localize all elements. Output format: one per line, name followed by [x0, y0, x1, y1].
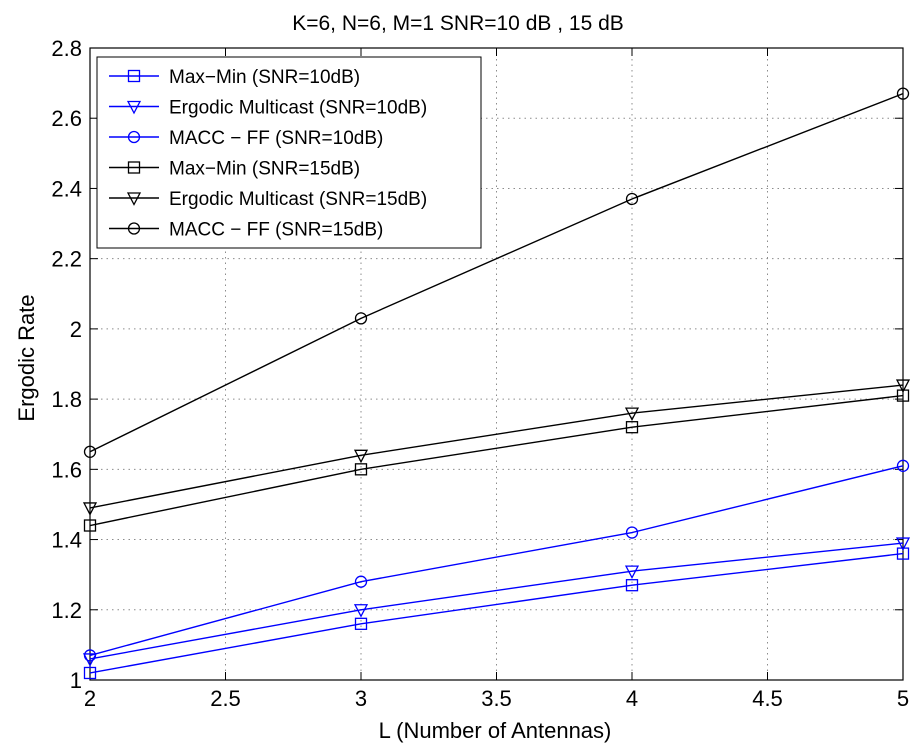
data-point — [625, 579, 639, 592]
series-5 — [82, 379, 911, 516]
data-point — [896, 547, 910, 560]
data-point — [625, 526, 639, 539]
data-point — [624, 407, 640, 422]
series-line — [89, 465, 904, 657]
legend-label: Ergodic Multicast (SNR=10dB) — [169, 98, 427, 119]
legend-marker — [127, 222, 141, 235]
y-tick-label: 2.8 — [51, 36, 82, 61]
data-point — [82, 502, 98, 516]
series-line — [89, 384, 904, 509]
chart-title: K=6, N=6, M=1 SNR=10 dB , 15 dB — [292, 12, 624, 35]
legend-label: MACC − FF (SNR=15dB) — [169, 220, 383, 241]
legend-marker — [127, 161, 141, 174]
data-point — [83, 445, 97, 458]
data-point — [624, 565, 640, 580]
legend-item: Max−Min (SNR=15dB) — [109, 159, 360, 180]
y-axis-title: Ergodic Rate — [14, 294, 39, 421]
y-tick-label: 1 — [70, 668, 82, 693]
x-axis-title: L (Number of Antennas) — [379, 718, 612, 743]
y-tick-label: 2 — [70, 317, 82, 342]
series-6 — [83, 87, 910, 458]
series-line — [89, 542, 904, 660]
y-tick-label: 2.4 — [51, 176, 82, 201]
y-tick-label: 1.6 — [51, 457, 82, 482]
y-tick-label: 2.6 — [51, 106, 82, 131]
data-point — [354, 312, 368, 325]
data-point — [896, 459, 910, 472]
legend-label: Ergodic Multicast (SNR=15dB) — [169, 189, 427, 210]
legend-marker — [126, 100, 142, 115]
axes: 2 2.5 3 3.5 4 4.5 5 1 1.2 1.4 1.6 1.8 2 2.2 2.4 2.6 2.8 — [51, 36, 909, 711]
x-tick-label: 5 — [897, 686, 909, 711]
series-line — [89, 92, 904, 453]
data-point — [896, 87, 910, 100]
data-point — [895, 537, 911, 551]
series-layer — [82, 87, 911, 680]
legend-label: MACC − FF (SNR=10dB) — [169, 128, 383, 149]
legend-label: Max−Min (SNR=10dB) — [169, 67, 360, 88]
legend-label: Max−Min (SNR=15dB) — [169, 159, 360, 180]
data-point — [625, 192, 639, 206]
plot-frame — [89, 47, 904, 681]
data-point — [625, 421, 639, 434]
legend-item: Max−Min (SNR=10dB) — [109, 67, 360, 88]
x-tick-label: 4.5 — [752, 686, 783, 711]
legend-item: MACC − FF (SNR=10dB) — [109, 128, 383, 149]
x-tick-label: 2 — [84, 686, 96, 711]
data-point — [896, 389, 910, 402]
series-1 — [83, 547, 910, 680]
legend: Max−Min (SNR=10dB) Ergodic Multicast (SNR… — [96, 56, 482, 249]
x-tick-label: 3.5 — [481, 686, 512, 711]
y-tick-label: 1.4 — [51, 528, 82, 553]
data-point — [354, 575, 368, 588]
data-point — [83, 519, 97, 532]
y-tick-label: 2.2 — [51, 247, 82, 272]
series-4 — [83, 389, 910, 532]
legend-marker — [127, 69, 141, 83]
x-tick-label: 3 — [355, 686, 367, 711]
legend-marker — [126, 192, 142, 206]
legend-box — [96, 56, 482, 249]
data-point — [895, 379, 911, 393]
legend-item: Ergodic Multicast (SNR=15dB) — [109, 189, 427, 210]
x-tick-label: 4 — [626, 686, 638, 711]
series-line — [89, 394, 904, 527]
data-point — [354, 617, 368, 630]
x-tick-label: 2.5 — [210, 686, 241, 711]
data-point — [83, 649, 97, 662]
series-3 — [83, 459, 910, 662]
y-tick-label: 1.2 — [51, 598, 82, 623]
data-point — [83, 666, 97, 680]
series-line — [89, 552, 904, 674]
data-point — [354, 463, 368, 476]
legend-item: MACC − FF (SNR=15dB) — [109, 220, 383, 241]
legend-marker — [127, 130, 141, 144]
y-tick-label: 1.8 — [51, 387, 82, 412]
data-point — [353, 604, 369, 618]
data-point — [353, 449, 369, 464]
legend-item: Ergodic Multicast (SNR=10dB) — [109, 98, 427, 119]
